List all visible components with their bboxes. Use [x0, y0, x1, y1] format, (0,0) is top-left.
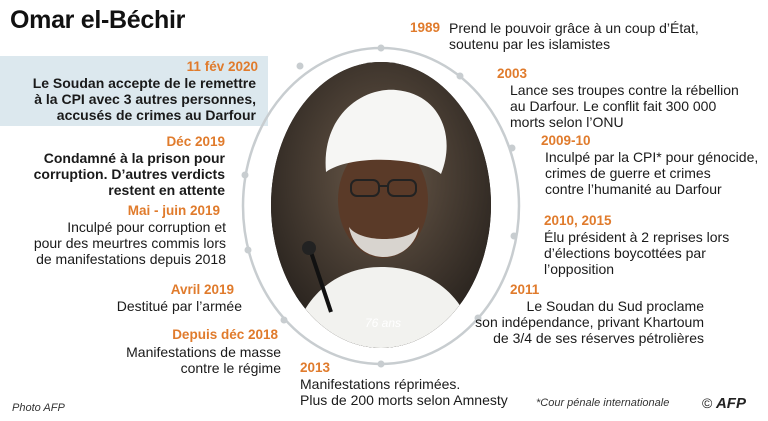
event-text: Destitué par l’armée	[116, 298, 242, 314]
event-date: 2011	[510, 282, 540, 297]
event-date: 2010, 2015	[544, 213, 612, 228]
event-date: 11 fév 2020	[186, 59, 258, 74]
ring-dot	[377, 360, 385, 368]
event-date: 2013	[300, 360, 331, 375]
portrait-photo	[271, 62, 491, 348]
ring-dot	[456, 72, 464, 80]
event-date: 1989	[410, 20, 441, 35]
ring-dot	[474, 314, 482, 322]
event-text: Élu président à 2 reprises lors d’électi…	[544, 229, 730, 277]
event-text: Condamné à la prison pour corruption. D’…	[33, 150, 225, 198]
ring-dot	[377, 44, 385, 52]
event-date: Mai - juin 2019	[127, 203, 220, 218]
event-date: 2009-10	[541, 133, 591, 148]
event-text: Prend le pouvoir grâce à un coup d’État,…	[449, 20, 699, 52]
ring-dot	[296, 62, 304, 70]
ring-dot	[241, 171, 249, 179]
ring-dot	[510, 232, 518, 240]
photo-credit: Photo AFP	[12, 402, 65, 414]
copyright-symbol: ©	[702, 395, 713, 411]
event-text: Lance ses troupes contre la rébellion au…	[510, 82, 739, 130]
ring-dot	[508, 144, 516, 152]
event-text: Inculpé par la CPI* pour génocide, crime…	[545, 149, 759, 197]
event-text: Le Soudan du Sud proclame son indépendan…	[475, 298, 704, 346]
event-text: Manifestations de masse contre le régime	[126, 344, 281, 376]
event-date: 2003	[497, 66, 528, 81]
event-text: Le Soudan accepte de le remettre à la CP…	[32, 75, 256, 123]
event-date: Avril 2019	[170, 282, 234, 297]
event-date: Déc 2019	[166, 134, 225, 149]
footnote: *Cour pénale internationale	[536, 397, 670, 409]
event-text: Manifestations réprimées. Plus de 200 mo…	[300, 376, 508, 408]
ring-dot	[280, 316, 288, 324]
afp-wordmark: AFP	[715, 395, 746, 412]
ring-dot	[244, 246, 252, 254]
highlight-band	[0, 56, 268, 126]
page-title: Omar el-Béchir	[10, 6, 186, 34]
event-date: Depuis déc 2018	[172, 327, 278, 342]
afp-logo: © AFP	[702, 395, 746, 412]
age-label: 76 ans	[365, 316, 402, 330]
event-text: Inculpé pour corruption et pour des meur…	[33, 219, 226, 267]
